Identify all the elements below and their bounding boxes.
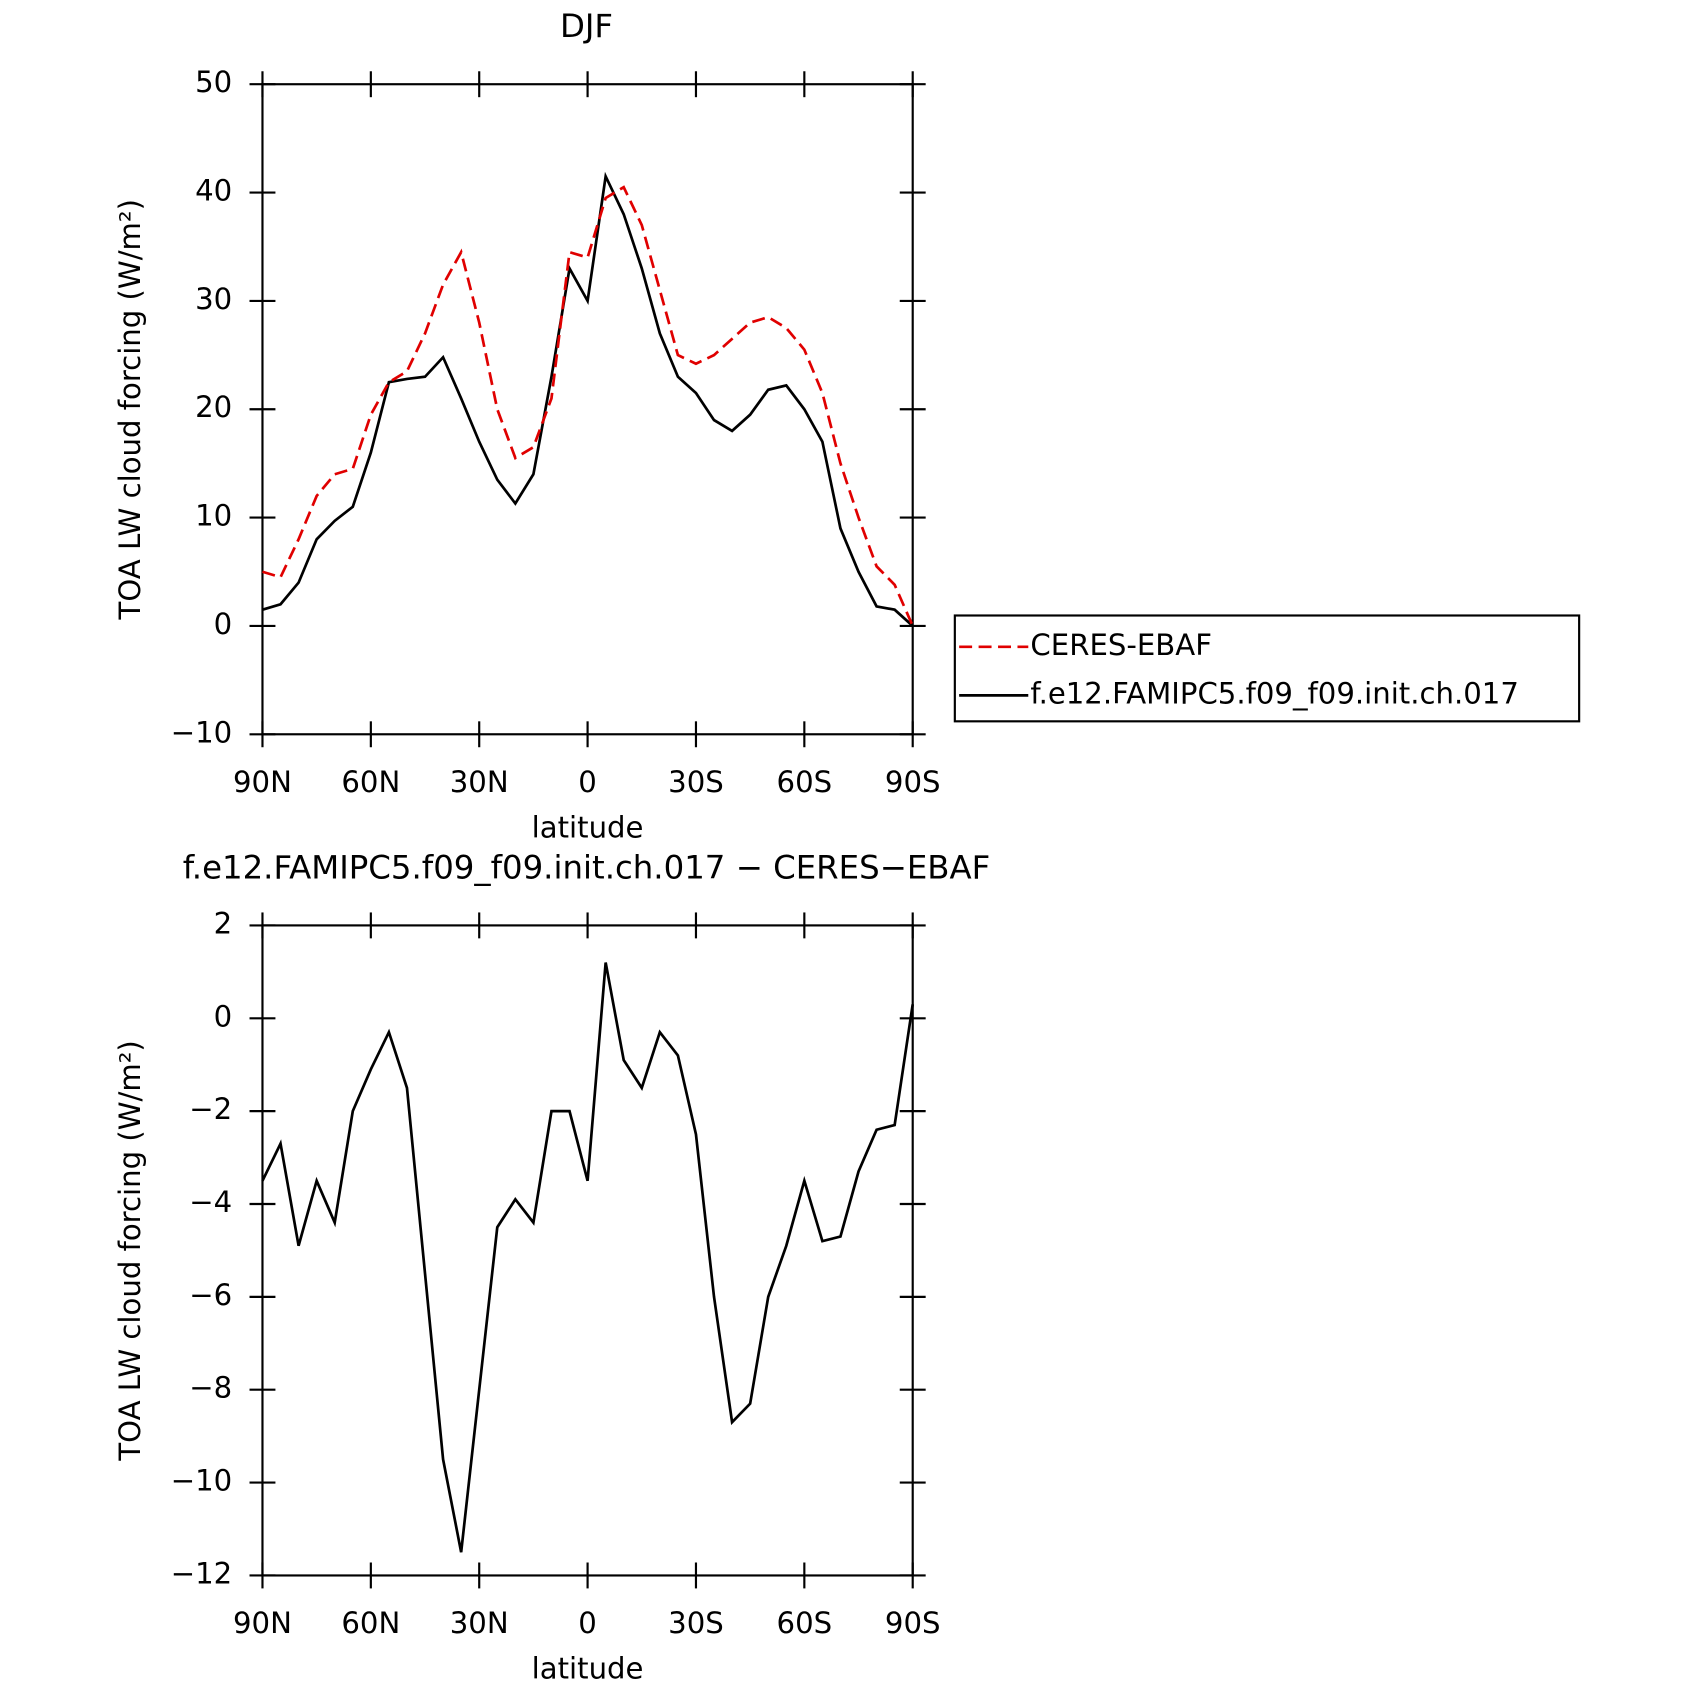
x-tick-label: 30S (668, 765, 724, 799)
y-tick-label: 0 (214, 999, 233, 1033)
y-tick-label: −8 (189, 1371, 232, 1405)
data-line (261, 962, 915, 1553)
y-tick-label: −12 (171, 1556, 233, 1590)
y-axis-label: TOA LW cloud forcing (W/m²) (113, 199, 147, 620)
plot-frame (261, 83, 914, 736)
legend-box (953, 614, 1581, 723)
x-tick-label: 0 (578, 1606, 597, 1640)
legend-label: CERES-EBAF (1030, 628, 1212, 662)
y-tick-label: −10 (171, 715, 233, 749)
chart-title: f.e12.FAMIPC5.f09_f09.init.ch.017 − CERE… (183, 848, 991, 886)
y-tick-label: 0 (214, 607, 233, 641)
y-tick-label: −4 (189, 1185, 232, 1219)
x-tick-label: 60S (777, 765, 833, 799)
x-tick-label: 90N (233, 1606, 292, 1640)
y-tick-label: 20 (195, 390, 232, 424)
x-tick-label: 30N (450, 1606, 509, 1640)
y-tick-label: 2 (214, 906, 233, 940)
y-axis-label: TOA LW cloud forcing (W/m²) (113, 1040, 147, 1461)
y-tick-label: 10 (195, 499, 232, 533)
y-tick-label: −6 (189, 1278, 232, 1312)
x-tick-label: 30N (450, 765, 509, 799)
y-tick-label: −10 (171, 1464, 233, 1498)
legend-label: f.e12.FAMIPC5.f09_f09.init.ch.017 (1030, 676, 1518, 710)
data-line (262, 171, 914, 627)
x-tick-label: 90S (885, 765, 941, 799)
x-axis-label: latitude (532, 810, 644, 844)
y-tick-label: 50 (195, 65, 232, 99)
chart-title: DJF (560, 7, 613, 45)
y-tick-label: 40 (195, 174, 232, 208)
x-tick-label: 30S (668, 1606, 724, 1640)
x-tick-label: 90N (233, 765, 292, 799)
data-line (262, 185, 914, 627)
x-axis-label: latitude (532, 1651, 644, 1685)
x-tick-label: 60N (341, 1606, 400, 1640)
x-tick-label: 60N (341, 765, 400, 799)
y-tick-label: 30 (195, 282, 232, 316)
x-tick-label: 60S (777, 1606, 833, 1640)
y-tick-label: −2 (189, 1092, 232, 1126)
x-tick-label: 90S (885, 1606, 941, 1640)
x-tick-label: 0 (578, 765, 597, 799)
plot-frame (261, 924, 914, 1577)
